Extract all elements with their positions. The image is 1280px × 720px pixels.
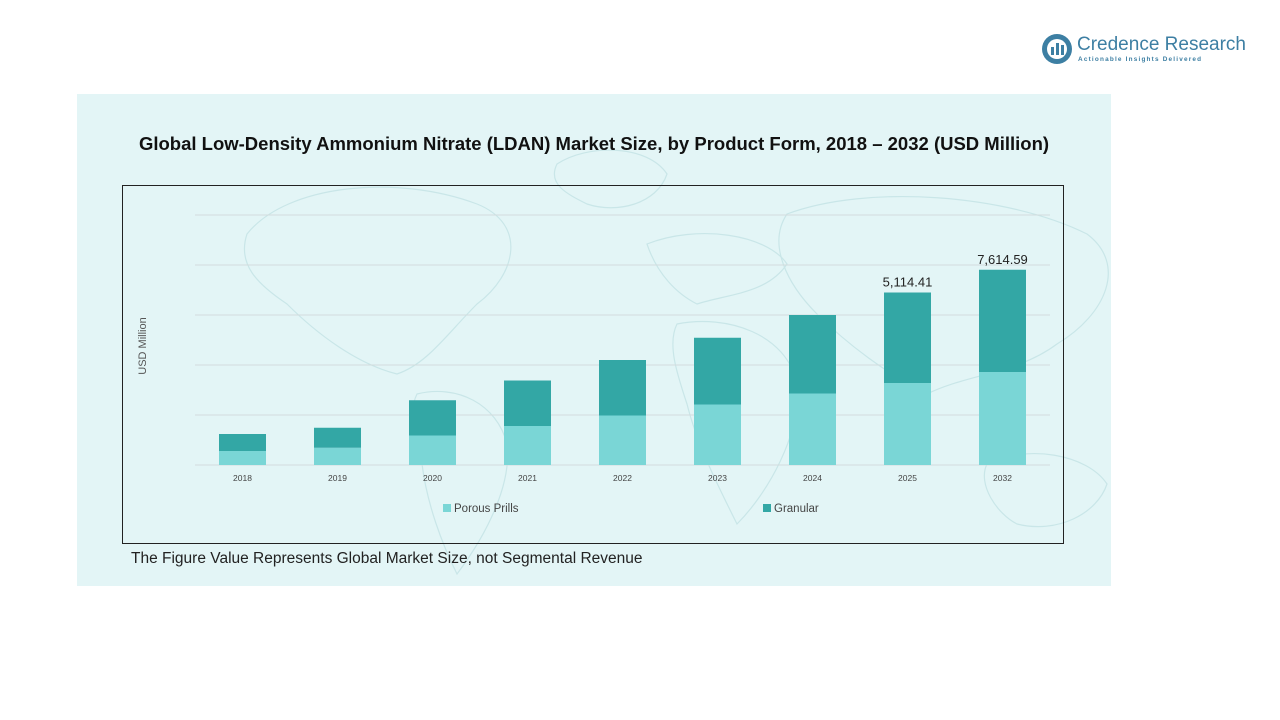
x-tick-label-2018: 2018: [233, 473, 252, 483]
bar-porous-prills-2021: [504, 426, 551, 465]
bar-porous-prills-2022: [599, 415, 646, 465]
bar-granular-2024: [789, 315, 836, 394]
data-label-2025: 5,114.41: [883, 275, 933, 290]
bar-porous-prills-2024: [789, 393, 836, 465]
bar-porous-prills-2019: [314, 447, 361, 465]
bar-granular-2018: [219, 434, 266, 451]
brand-tagline: Actionable Insights Delivered: [1078, 56, 1203, 63]
chart-frame: [122, 185, 1064, 544]
legend-item-granular: Granular: [763, 503, 819, 515]
legend-label-granular: Granular: [774, 503, 819, 515]
world-map-watermark: [243, 149, 1109, 576]
x-tick-label-2020: 2020: [423, 473, 442, 483]
bar-porous-prills-2018: [219, 451, 266, 465]
x-tick-label-2021: 2021: [518, 473, 537, 483]
brand-name: Credence Research: [1077, 34, 1246, 55]
legend-swatch-porous-prills: [443, 504, 451, 512]
chart-panel: [77, 94, 1111, 586]
bar-porous-prills-2025: [884, 383, 931, 465]
brand-logo: Credence Research Actionable Insights De…: [1040, 32, 1255, 68]
bar-granular-2032: [979, 269, 1026, 372]
bar-granular-2019: [314, 427, 361, 448]
chart-title: Global Low-Density Ammonium Nitrate (LDA…: [138, 133, 1050, 154]
bar-granular-2025: [884, 292, 931, 383]
bar-granular-2021: [504, 380, 551, 426]
bar-granular-2020: [409, 400, 456, 436]
footnote: The Figure Value Represents Global Marke…: [131, 550, 643, 567]
y-axis-label: USD Million: [137, 317, 149, 375]
bar-granular-2022: [599, 360, 646, 416]
legend-item-porous-prills: Porous Prills: [443, 503, 519, 515]
x-tick-label-2022: 2022: [613, 473, 632, 483]
x-tick-label-2019: 2019: [328, 473, 347, 483]
x-tick-label-2032: 2032: [993, 473, 1012, 483]
bar-chart: 2018 2019 2020 2021 2022 2023 2024 2025 5,114.41…: [195, 214, 1050, 483]
bar-porous-prills-2032: [979, 372, 1026, 465]
bar-porous-prills-2020: [409, 435, 456, 465]
legend-swatch-granular: [763, 504, 771, 512]
x-tick-label-2023: 2023: [708, 473, 727, 483]
bar-porous-prills-2023: [694, 404, 741, 465]
data-label-2032: 7,614.59: [977, 252, 1028, 267]
x-tick-label-2025: 2025: [898, 473, 917, 483]
bar-granular-2023: [694, 337, 741, 405]
legend-label-porous-prills: Porous Prills: [454, 503, 519, 515]
credence-logo-icon: [1042, 34, 1072, 64]
x-tick-label-2024: 2024: [803, 473, 822, 483]
